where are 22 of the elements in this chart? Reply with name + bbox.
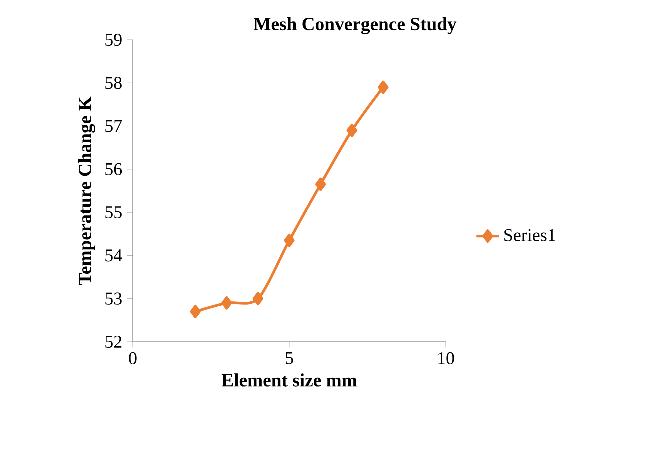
y-tick-label: 53 bbox=[106, 292, 122, 305]
point bbox=[378, 80, 389, 94]
x-tick-label: 10 bbox=[438, 352, 454, 365]
y-tick-label: 52 bbox=[106, 336, 122, 348]
point bbox=[284, 234, 295, 248]
y-tick-label: 56 bbox=[106, 163, 122, 176]
point bbox=[222, 296, 232, 310]
point bbox=[252, 292, 264, 306]
point bbox=[190, 305, 201, 318]
y-tick-label: 54 bbox=[106, 250, 122, 262]
x-tick-label: 0 bbox=[129, 352, 137, 365]
point bbox=[346, 124, 358, 138]
x-tick-label: 5 bbox=[286, 352, 294, 364]
y-tick-label: 55 bbox=[106, 206, 122, 219]
y-axis-title: Temperature Change K bbox=[78, 96, 96, 286]
y-tick-label: 59 bbox=[106, 34, 122, 46]
point bbox=[315, 178, 326, 192]
y-tick-label: 57 bbox=[106, 120, 122, 132]
chart-title: Mesh Convergence Study bbox=[254, 17, 457, 34]
x-axis-title: Element size mm bbox=[222, 374, 358, 387]
y-tick-label: 58 bbox=[106, 77, 122, 90]
legend-label: Series1 bbox=[504, 229, 556, 242]
